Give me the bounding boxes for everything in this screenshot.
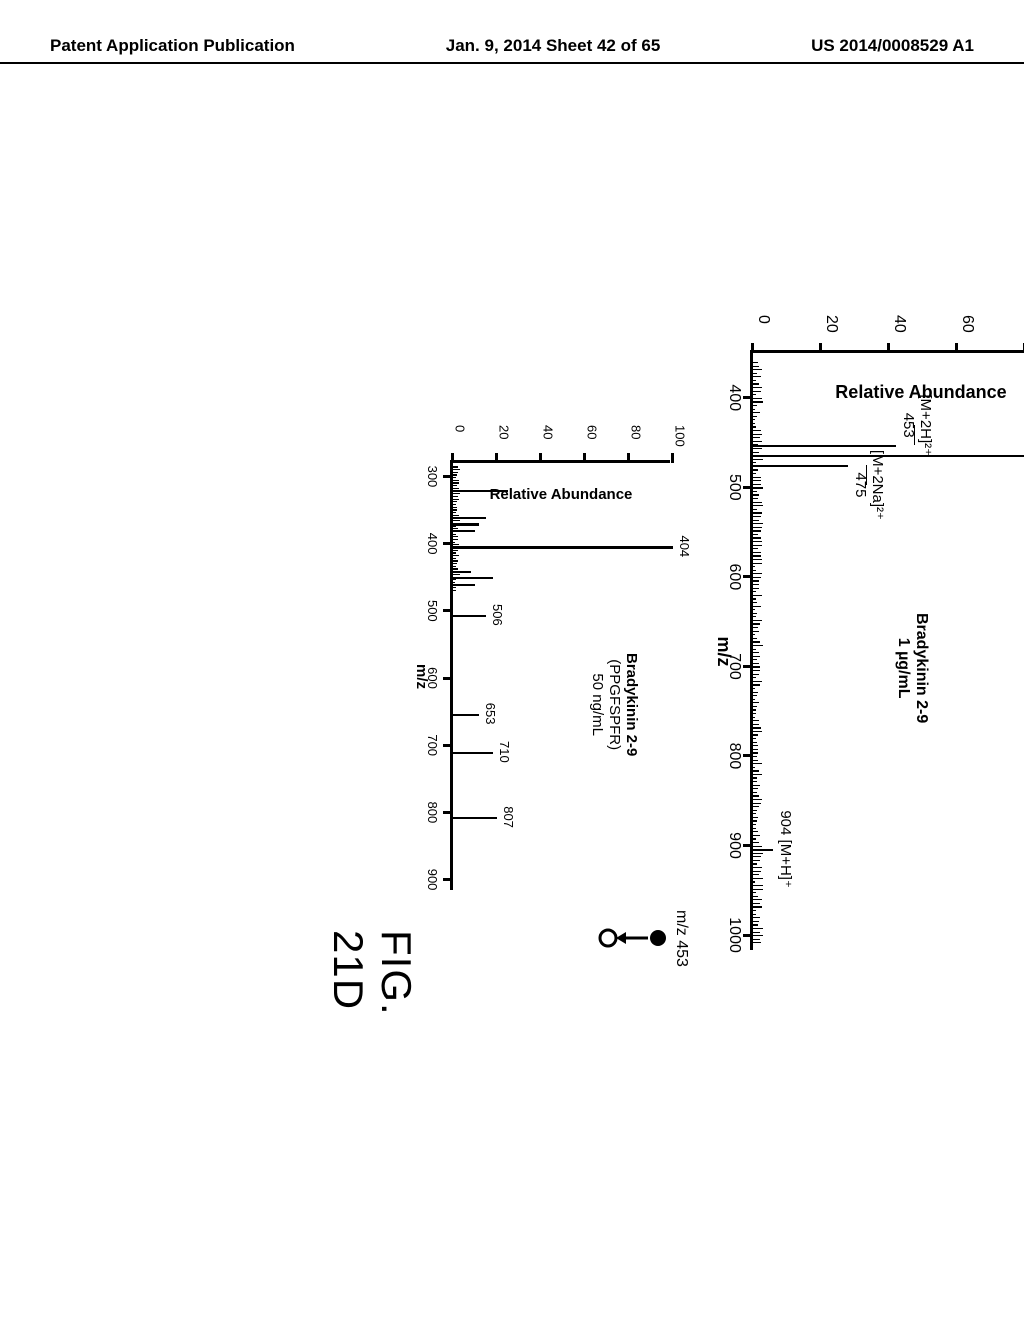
x-tick-label: 900 (425, 869, 440, 891)
peak-label: 710 (497, 741, 512, 763)
spectrum-peak (453, 577, 493, 579)
figure-label: FIG. 21D (324, 930, 420, 1016)
peak-label: 404 (677, 535, 692, 557)
x-tick-label: 500 (725, 474, 743, 501)
spectrum-peak (453, 817, 497, 819)
chart-stack: Relative Abundance m/z Bradykinin 2-9 1 … (450, 290, 1024, 1010)
y-axis-label-inset: Relative Abundance (490, 486, 633, 503)
y-tick-label: 0 (754, 315, 772, 324)
spectrum-peak (753, 465, 848, 467)
spectrum-peak (453, 546, 673, 548)
x-tick-label: 800 (725, 743, 743, 770)
mass-spectrum-inset: Relative Abundance m/z Bradykinin 2-9 (P… (450, 460, 670, 890)
x-tick-label: 500 (425, 600, 440, 622)
spectrum-peak (753, 849, 773, 851)
y-tick-label: 20 (497, 425, 512, 439)
msms-icon-label: m/z 453 (672, 910, 690, 967)
chart-title-inset: Bradykinin 2-9 (PPGFSPFR) 50 ng/mL (589, 653, 640, 756)
y-tick-label: 40 (541, 425, 556, 439)
peak-label: 506 (490, 604, 505, 626)
y-tick-label: 100 (673, 425, 688, 447)
mass-spectrum-large: Relative Abundance m/z Bradykinin 2-9 1 … (750, 350, 1024, 950)
y-tick-label: 60 (585, 425, 600, 439)
x-tick-label: 900 (725, 832, 743, 859)
spectrum-peak (453, 530, 475, 532)
x-tick-label: 600 (725, 564, 743, 591)
peak-label: 807 (501, 806, 516, 828)
x-tick-label: 400 (425, 533, 440, 555)
spectrum-peak (753, 445, 896, 447)
peak-label: 904 [M+H]⁺ (777, 810, 795, 888)
header-right: US 2014/0008529 A1 (811, 36, 974, 56)
chart-title-large: Bradykinin 2-9 1 µg/mL (894, 613, 930, 723)
x-tick-label: 700 (425, 734, 440, 756)
header-left: Patent Application Publication (50, 36, 295, 56)
patent-header: Patent Application Publication Jan. 9, 2… (0, 36, 1024, 64)
x-tick-label: 400 (725, 384, 743, 411)
spectrum-peak (453, 490, 508, 492)
spectrum-peak (453, 523, 479, 525)
spectrum-peak (453, 571, 471, 573)
x-tick-label: 800 (425, 802, 440, 824)
y-tick-label: 20 (822, 315, 840, 333)
spectrum-peak (453, 752, 493, 754)
y-tick-label: 0 (453, 425, 468, 432)
fragmentation-arrow-icon (598, 923, 668, 953)
x-tick-label: 600 (425, 667, 440, 689)
y-tick-label: 60 (958, 315, 976, 333)
header-mid: Jan. 9, 2014 Sheet 42 of 65 (446, 36, 661, 56)
spectrum-peak (753, 455, 1024, 457)
x-tick-label: 300 (425, 466, 440, 488)
spectrum-peak (453, 714, 479, 716)
figure-area: Relative Abundance m/z Bradykinin 2-9 1 … (40, 290, 980, 1010)
peak-label: [M+2Na]²⁺475 (852, 450, 887, 520)
spectrum-peak (453, 584, 475, 586)
y-tick-label: 40 (890, 315, 908, 333)
y-tick-label: 80 (629, 425, 644, 439)
x-tick-label: 700 (725, 653, 743, 680)
peak-label: 653 (483, 703, 498, 725)
msms-fragmentation-icon: m/z 453 (593, 910, 690, 967)
x-tick-label: 1000 (725, 917, 743, 953)
spectrum-peak (453, 615, 486, 617)
spectrum-peak (453, 517, 486, 519)
peak-label: [M+2H]²⁺453 (900, 394, 935, 456)
